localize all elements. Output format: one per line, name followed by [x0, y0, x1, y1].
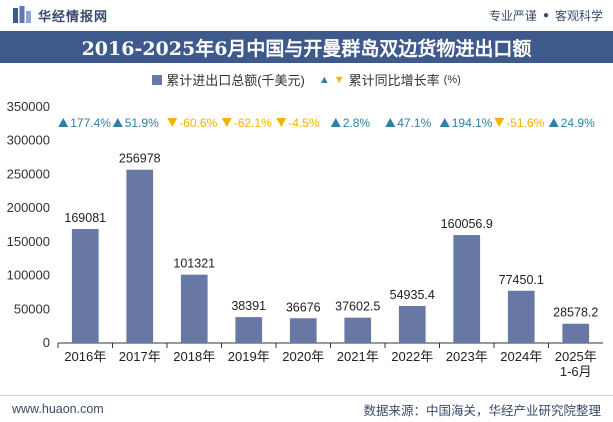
- bar-value-label: 38391: [231, 299, 266, 313]
- y-tick-label: 50000: [14, 301, 50, 316]
- growth-rate-label: 194.1%: [452, 116, 493, 130]
- bar: [126, 169, 154, 343]
- growth-down-marker: [167, 118, 178, 127]
- triangle-down-icon: ▼: [333, 73, 345, 86]
- legend-item-total: 累计进出口总额(千美元): [152, 70, 305, 89]
- chart-title: 2016-2025年6月中国与开曼群岛双边货物进出口额: [0, 31, 613, 63]
- growth-rate-label: 177.4%: [70, 116, 111, 130]
- bar-value-label: 101321: [173, 257, 215, 271]
- x-tick-label: 2024年: [500, 349, 542, 364]
- growth-up-marker: [385, 118, 396, 127]
- growth-rate-label: 51.9%: [125, 116, 159, 130]
- bar: [453, 235, 481, 343]
- legend-swatch-bar: [152, 74, 163, 85]
- bar-value-label: 36676: [286, 300, 321, 314]
- growth-up-marker: [548, 118, 559, 127]
- bar-value-label: 77450.1: [499, 273, 544, 287]
- brand: 华经情报网: [12, 5, 108, 25]
- footer: www.huaon.com 数据来源：中国海关，华经产业研究院整理: [0, 395, 613, 422]
- bar-value-label: 54935.4: [390, 288, 435, 302]
- slogan: 专业严谨 ● 客观科学: [489, 7, 603, 24]
- bar-value-label: 28578.2: [553, 306, 598, 320]
- growth-up-marker: [330, 118, 341, 127]
- y-tick-label: 250000: [7, 166, 50, 181]
- x-tick-label: 2018年: [173, 349, 215, 364]
- bar: [507, 290, 535, 343]
- x-tick-label: 2017年: [119, 349, 161, 364]
- growth-rate-label: 2.8%: [343, 116, 371, 130]
- bar-value-label: 37602.5: [335, 300, 380, 314]
- brand-name: 华经情报网: [38, 8, 109, 24]
- legend-label-total: 累计进出口总额(千美元): [166, 73, 305, 88]
- chart-legend: 累计进出口总额(千美元) ▲ ▼ 累计同比增长率 (%): [0, 70, 613, 89]
- slogan-right: 客观科学: [554, 8, 603, 23]
- growth-rate-label: 24.9%: [561, 116, 595, 130]
- growth-rate-label: 47.1%: [397, 116, 431, 130]
- footer-website: www.huaon.com: [12, 402, 104, 416]
- growth-up-marker: [58, 118, 69, 127]
- bar-value-label: 256978: [119, 152, 161, 166]
- bar: [180, 274, 208, 343]
- triangle-up-icon: ▲: [318, 73, 330, 86]
- legend-item-growth: ▲ ▼ 累计同比增长率 (%): [319, 70, 461, 89]
- bar: [235, 317, 263, 343]
- footer-source: 数据来源：中国海关，华经产业研究院整理: [363, 403, 601, 418]
- bar-chart: 0 50000 100000 150000 200000 250000 300000 3500…: [7, 99, 603, 379]
- bar: [71, 228, 99, 343]
- bar: [344, 317, 372, 343]
- y-tick-label: 150000: [7, 234, 50, 249]
- growth-rate-label: -60.6%: [179, 116, 217, 130]
- growth-down-marker: [276, 118, 287, 127]
- x-tick-label: 2023年: [446, 349, 488, 364]
- top-bar: 华经情报网 专业严谨 ● 客观科学: [0, 0, 613, 30]
- bar: [398, 305, 426, 343]
- legend-label-growth-unit: (%): [443, 73, 461, 86]
- growth-up-marker: [112, 118, 123, 127]
- growth-up-marker: [439, 118, 450, 127]
- growth-down-marker: [494, 118, 505, 127]
- y-tick-label: 350000: [7, 99, 50, 114]
- slogan-separator: ●: [542, 9, 549, 21]
- y-tick-label: 300000: [7, 133, 50, 148]
- growth-rate-label: -4.5%: [288, 116, 320, 130]
- bar: [562, 323, 590, 343]
- y-tick-label: 0: [43, 335, 50, 350]
- y-tick-label: 200000: [7, 200, 50, 215]
- bar: [289, 318, 317, 343]
- x-tick-label: 2025年: [555, 349, 597, 364]
- growth-rate-label: -62.1%: [234, 116, 272, 130]
- bar-value-label: 169081: [64, 211, 106, 225]
- huajing-logo-icon: [13, 6, 31, 23]
- legend-label-growth: 累计同比增长率: [348, 73, 440, 88]
- growth-down-marker: [221, 118, 232, 127]
- x-tick-label: 2020年: [282, 349, 324, 364]
- growth-rate-label: -51.6%: [506, 116, 544, 130]
- x-tick-label: 1-6月: [560, 364, 592, 379]
- x-tick-label: 2019年: [228, 349, 270, 364]
- x-tick-label: 2022年: [391, 349, 433, 364]
- x-tick-label: 2021年: [337, 349, 379, 364]
- x-tick-label: 2016年: [64, 349, 106, 364]
- bar-value-label: 160056.9: [441, 217, 493, 231]
- slogan-left: 专业严谨: [488, 8, 537, 23]
- y-tick-label: 100000: [7, 268, 50, 283]
